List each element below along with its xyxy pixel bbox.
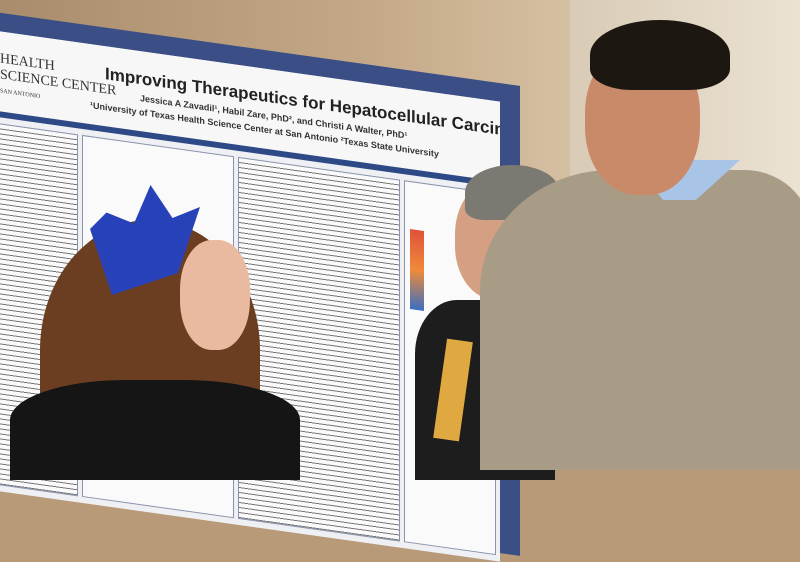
man-tan-jacket	[480, 170, 800, 470]
woman-black-top	[10, 380, 300, 480]
heatmap-figure	[410, 229, 424, 311]
man-tan-jacket-hair	[590, 20, 730, 90]
poster-column-results	[238, 156, 400, 542]
woman-face	[180, 240, 250, 350]
